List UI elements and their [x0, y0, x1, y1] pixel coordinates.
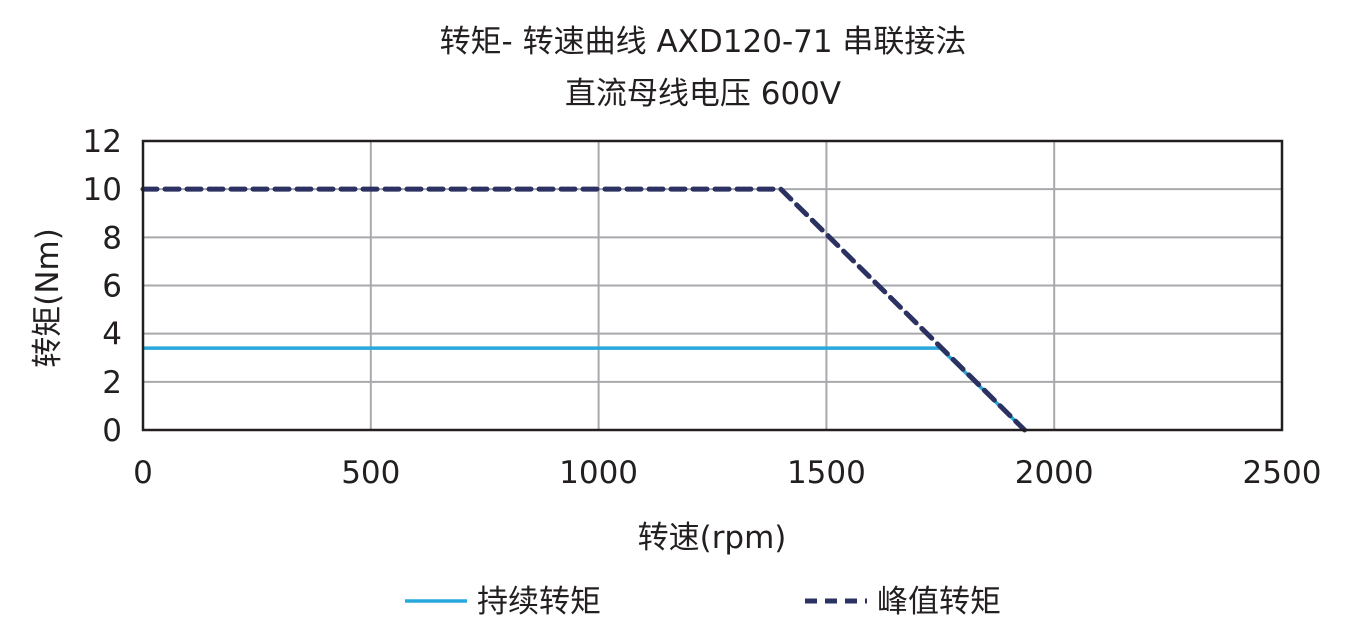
series-line-peak-torque — [140, 186, 1028, 433]
y-axis-label: 转矩(Nm) — [30, 228, 66, 368]
y-tick-label: 12 — [83, 124, 122, 160]
x-tick-label: 1500 — [787, 455, 866, 491]
x-tick-label: 1000 — [559, 455, 638, 491]
x-tick-label: 2500 — [1243, 455, 1322, 491]
legend-label: 持续转矩 — [477, 584, 601, 620]
y-tick-label: 0 — [102, 413, 122, 449]
grid — [142, 140, 1283, 431]
x-tick-label: 0 — [133, 455, 153, 491]
series-line-continuous-torque — [143, 346, 1026, 432]
tick-labels: 0 500 1000 1500 2000 2500 0 2 4 6 8 10 12 — [83, 124, 1322, 491]
legend-label: 峰值转矩 — [877, 584, 1001, 620]
x-axis-label: 转速(rpm) — [638, 520, 787, 556]
y-tick-label: 4 — [102, 317, 122, 353]
x-tick-label: 2000 — [1015, 455, 1094, 491]
chart-title: 转矩- 转速曲线 AXD120-71 串联接法 — [440, 24, 967, 60]
y-tick-label: 6 — [102, 269, 122, 305]
y-tick-label: 8 — [102, 220, 122, 256]
legend: 持续转矩 峰值转矩 — [405, 584, 1001, 620]
y-tick-label: 2 — [102, 365, 122, 401]
series-lines — [140, 186, 1028, 433]
chart-subtitle: 直流母线电压 600V — [565, 76, 841, 112]
y-tick-label: 10 — [83, 172, 122, 208]
x-tick-label: 500 — [341, 455, 400, 491]
plot-frame — [141, 139, 1284, 432]
